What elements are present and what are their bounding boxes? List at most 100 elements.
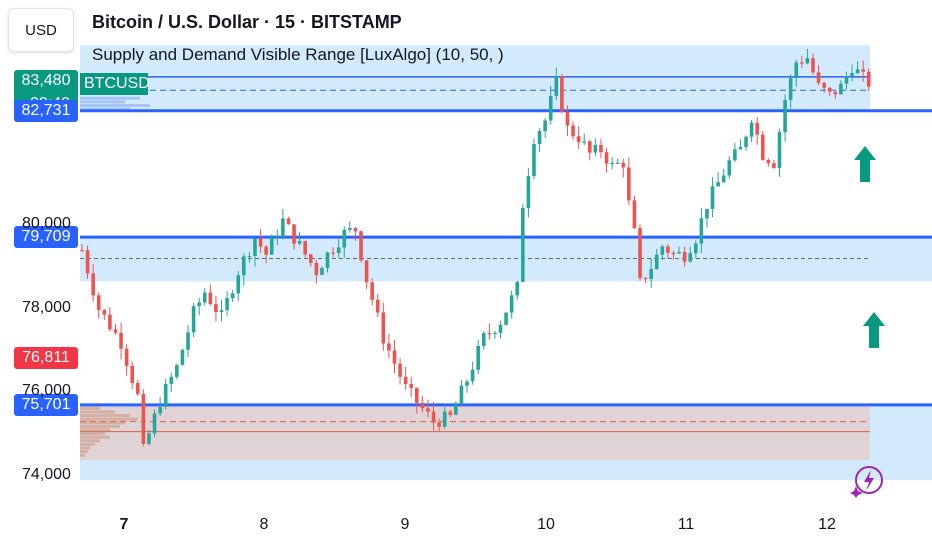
candle (649, 269, 653, 279)
demand-zone-range (80, 404, 870, 460)
up-arrow-icon (863, 312, 885, 348)
candle (560, 76, 564, 112)
candle (638, 228, 642, 278)
candle (236, 275, 241, 294)
currency-button[interactable]: USD (8, 8, 74, 52)
demand-volume-bar (80, 432, 105, 436)
supply-zone (80, 45, 870, 111)
demand-volume-bar (80, 424, 120, 428)
candle (671, 252, 676, 255)
candle (766, 159, 771, 164)
up-arrow-icon (854, 146, 876, 182)
demand-zone (80, 404, 932, 481)
candle (755, 122, 759, 135)
candle (571, 125, 575, 137)
demand-volume-bar (80, 406, 100, 410)
symbol-tag: BTCUSD (80, 73, 150, 95)
demand-volume-bar (80, 439, 100, 443)
candle (102, 309, 107, 315)
x-tick-label: 9 (400, 516, 410, 533)
candle (699, 218, 704, 244)
red-price-label: 76,811 (14, 347, 78, 370)
candle (336, 247, 341, 254)
candle (710, 186, 715, 209)
candle (247, 255, 252, 258)
candle (281, 218, 285, 238)
demand-volume-bar (80, 450, 88, 454)
candle (325, 252, 330, 268)
candle (415, 387, 419, 403)
candle (202, 292, 207, 303)
candle (147, 433, 151, 444)
candle (420, 402, 425, 409)
candle (772, 163, 776, 168)
candle (777, 132, 782, 168)
candle (130, 365, 135, 383)
candle (348, 228, 352, 230)
candle (459, 385, 464, 405)
candle (833, 91, 838, 95)
candle (286, 218, 291, 225)
candle (264, 246, 268, 255)
candle (442, 411, 447, 427)
demand-volume-bar (80, 446, 90, 450)
candle (454, 404, 458, 415)
candle (80, 250, 84, 252)
candle (208, 292, 213, 305)
candle (788, 78, 793, 101)
candle (398, 363, 402, 377)
candle (844, 76, 849, 84)
indicator-label[interactable]: Supply and Demand Visible Range [LuxAlgo… (92, 45, 504, 64)
candle (694, 243, 698, 254)
equilibrium-zone (80, 237, 932, 282)
candle (163, 383, 168, 407)
demand-volume-bar (80, 414, 130, 418)
candle (744, 136, 748, 148)
candle (409, 383, 414, 388)
candle (426, 408, 430, 412)
candle (509, 295, 514, 313)
candle (225, 298, 229, 311)
candle (269, 237, 274, 255)
candle (582, 141, 586, 143)
candle (242, 256, 246, 276)
last-price-label: 83,480 (21, 72, 71, 89)
x-tick-label: 11 (677, 516, 695, 533)
candle (794, 62, 799, 79)
candle (253, 238, 257, 256)
candle (554, 76, 559, 96)
y-tick-label: 74,000 (22, 466, 71, 483)
candle (258, 238, 263, 247)
candle (677, 251, 681, 254)
candle (96, 295, 101, 310)
candle (660, 246, 665, 255)
demand-volume-bar (80, 453, 85, 457)
candle (548, 95, 553, 121)
candle (682, 251, 687, 262)
candle (760, 134, 765, 160)
candle (587, 141, 592, 153)
candle (320, 267, 324, 275)
candle (197, 302, 201, 307)
candle (91, 273, 95, 296)
candle (292, 224, 296, 244)
candle (481, 333, 486, 346)
candle (521, 208, 525, 282)
candle (364, 260, 369, 283)
candle (387, 343, 391, 351)
demand-volume-bar (80, 428, 110, 432)
candle (783, 100, 787, 133)
candle (465, 381, 469, 386)
sparkle-bolt-icon[interactable] (850, 464, 884, 498)
candle (308, 254, 313, 263)
supply-volume-bar (80, 100, 125, 104)
candle (141, 394, 146, 444)
candle (727, 160, 732, 176)
demand-volume-bar (80, 435, 110, 439)
candle (576, 136, 581, 143)
candle (632, 200, 637, 229)
candle (861, 69, 865, 72)
candle (359, 231, 363, 261)
x-tick-label: 10 (537, 516, 555, 533)
